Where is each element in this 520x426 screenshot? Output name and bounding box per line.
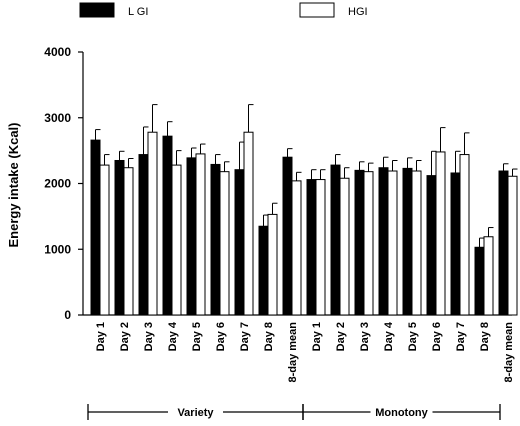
bar-lgi (114, 159, 125, 316)
bar-lgi (282, 156, 293, 316)
x-tick-label: Day 6 (215, 322, 227, 351)
bar-hgi (315, 179, 326, 316)
x-tick-label: Day 4 (383, 321, 395, 351)
legend-swatch (299, 2, 335, 18)
bar-hgi (411, 170, 422, 316)
x-tick-label: 8-day mean (503, 322, 515, 383)
x-tick-label: Day 2 (335, 322, 347, 351)
bar-lgi (306, 179, 317, 316)
bar-hgi (483, 236, 494, 316)
bar-lgi (210, 163, 221, 316)
legend-swatch (79, 2, 115, 18)
bar-lgi (426, 175, 437, 316)
bars (90, 104, 518, 316)
bar-hgi (171, 164, 182, 316)
bar-lgi (474, 246, 485, 316)
bar-hgi (339, 177, 350, 316)
x-tick-label: Day 8 (479, 322, 491, 351)
bar-lgi (378, 167, 389, 316)
y-tick-label: 1000 (44, 242, 71, 256)
bar-lgi (138, 154, 149, 316)
x-tick-label: Day 5 (191, 322, 203, 351)
x-tick-label: Day 8 (263, 322, 275, 351)
x-tick-label: Day 1 (311, 322, 323, 351)
bar-hgi (219, 171, 230, 316)
group-label-bg (168, 404, 223, 420)
bar-lgi (450, 172, 461, 316)
bar-hgi (147, 131, 158, 316)
bar-lgi (402, 167, 413, 316)
bar-hgi (507, 175, 518, 316)
bar-lgi (498, 170, 509, 316)
bar-hgi (99, 164, 110, 316)
bar-lgi (354, 169, 365, 316)
y-axis-label: Energy intake (Kcal) (6, 123, 21, 248)
y-tick-label: 3000 (44, 111, 71, 125)
y-tick-label: 2000 (44, 177, 71, 191)
x-tick-label: Day 2 (119, 322, 131, 351)
group-brackets: Variety Monotony (87, 404, 501, 420)
group-label: Monotony (375, 407, 428, 419)
bar-hgi (195, 153, 206, 316)
x-tick-label: Day 3 (359, 322, 371, 351)
group-label: Variety (177, 407, 214, 419)
legend: L GI HGI (79, 2, 368, 18)
bar-hgi (123, 167, 134, 316)
group-label-bg (370, 404, 433, 420)
x-tick-label: Day 7 (455, 322, 467, 351)
bar-hgi (435, 151, 446, 316)
x-tick-label: Day 1 (95, 322, 107, 351)
bar-lgi (90, 139, 101, 316)
bar-hgi (291, 180, 302, 316)
x-tick-label: Day 4 (167, 321, 179, 351)
y-tick-label: 0 (64, 308, 71, 322)
bar-lgi (186, 157, 197, 316)
x-tick-label: 8-day mean (287, 322, 299, 383)
bar-lgi (234, 169, 245, 316)
legend-label: L GI (128, 6, 148, 18)
x-tick-label: Day 3 (143, 322, 155, 351)
x-tick-label: Day 5 (407, 322, 419, 351)
y-tick-label: 4000 (44, 45, 71, 59)
bar-hgi (387, 170, 398, 316)
bar-hgi (459, 154, 470, 316)
legend-label: HGI (348, 6, 368, 18)
bar-hgi (363, 171, 374, 316)
bar-lgi (162, 135, 173, 316)
bar-hgi (267, 213, 278, 316)
x-tick-labels: Day 1 Day 2 Day 3 Day 4 Day 5 Day 6 Day 7 Day 8… (95, 321, 515, 382)
x-tick-label: Day 7 (239, 322, 251, 351)
bar-hgi (243, 131, 254, 316)
bar-lgi (330, 164, 341, 316)
bar-lgi (258, 225, 269, 316)
x-tick-label: Day 6 (431, 322, 443, 351)
